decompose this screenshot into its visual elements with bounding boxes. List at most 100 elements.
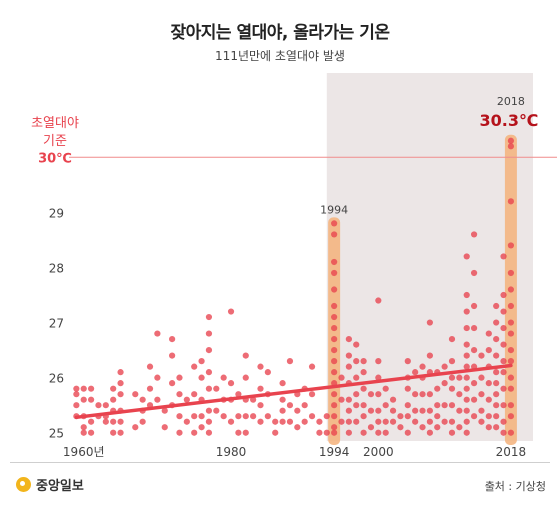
data-point	[176, 374, 183, 381]
trend-line	[74, 363, 513, 420]
data-point	[500, 429, 507, 436]
data-point	[456, 407, 463, 414]
data-point	[294, 407, 301, 414]
data-point	[397, 424, 404, 431]
footer-divider	[10, 462, 550, 463]
data-point	[507, 358, 515, 365]
data-point	[161, 407, 168, 414]
data-point	[279, 407, 286, 414]
data-point	[493, 369, 500, 376]
data-point	[367, 407, 375, 414]
data-point	[205, 347, 213, 354]
data-point	[242, 413, 249, 420]
data-point	[470, 324, 478, 332]
data-point	[426, 319, 433, 326]
x-tick-label: 1980	[216, 445, 247, 459]
data-point	[493, 352, 500, 359]
data-point	[294, 424, 301, 431]
data-point	[397, 413, 404, 420]
data-point	[242, 429, 249, 436]
data-point	[360, 413, 367, 420]
data-point	[198, 413, 205, 420]
data-point	[345, 352, 352, 359]
data-point	[493, 402, 500, 409]
data-point	[448, 385, 456, 392]
data-point	[463, 253, 470, 260]
data-point	[367, 391, 375, 398]
data-point	[331, 335, 338, 343]
data-point	[331, 313, 338, 321]
joongang-logo-icon	[16, 477, 31, 492]
data-point	[353, 341, 360, 348]
data-point	[507, 242, 515, 249]
x-tick-label: 1994	[319, 445, 350, 459]
data-point	[183, 396, 190, 403]
data-point	[412, 407, 419, 414]
data-point	[463, 363, 470, 370]
publisher-name: 중앙일보	[36, 479, 84, 494]
data-point	[493, 335, 500, 343]
data-point	[286, 402, 294, 409]
data-point	[426, 391, 433, 398]
data-point	[323, 413, 330, 420]
data-point	[493, 424, 500, 431]
data-point	[507, 429, 515, 436]
data-point	[507, 374, 515, 381]
data-point	[132, 424, 139, 431]
data-point	[146, 385, 154, 392]
data-point	[375, 418, 382, 425]
data-point	[87, 385, 95, 392]
data-point	[463, 291, 470, 299]
data-point	[485, 413, 492, 420]
threshold-label-line-2: 기준	[43, 134, 67, 149]
data-point	[360, 385, 367, 392]
data-point	[183, 418, 190, 425]
data-point	[331, 391, 338, 398]
data-point	[404, 385, 411, 392]
data-point	[331, 324, 338, 332]
data-point	[441, 380, 448, 387]
data-point	[507, 198, 515, 205]
data-point	[463, 374, 470, 381]
data-point	[110, 429, 117, 436]
data-point	[169, 352, 176, 359]
data-point	[213, 385, 220, 392]
data-point	[316, 418, 323, 425]
data-point	[176, 413, 183, 420]
data-point	[360, 402, 367, 409]
data-point	[500, 402, 507, 409]
data-point	[456, 424, 463, 431]
data-point	[117, 391, 124, 398]
data-point	[456, 374, 463, 381]
data-point	[213, 407, 220, 414]
data-point	[500, 369, 507, 376]
data-point	[360, 429, 367, 436]
data-point	[441, 402, 448, 409]
y-tick-label: 29	[49, 206, 64, 220]
data-point	[205, 418, 213, 425]
data-point	[80, 424, 87, 431]
data-point	[507, 330, 515, 337]
data-point	[478, 418, 485, 425]
shaded-region	[326, 73, 533, 441]
data-point	[338, 374, 345, 381]
data-point	[139, 418, 146, 425]
data-point	[500, 385, 507, 392]
data-point	[279, 380, 286, 387]
data-point	[507, 143, 515, 150]
data-point	[227, 380, 235, 387]
data-point	[110, 418, 117, 425]
data-point	[360, 369, 367, 376]
data-point	[301, 418, 308, 425]
data-point	[434, 424, 441, 431]
data-point	[191, 363, 198, 370]
data-point	[345, 429, 352, 436]
data-point	[242, 352, 249, 359]
data-point	[338, 418, 345, 425]
data-point	[485, 424, 492, 431]
data-point	[132, 391, 139, 398]
data-point	[227, 418, 235, 425]
data-point	[500, 358, 507, 365]
data-point	[478, 407, 485, 414]
